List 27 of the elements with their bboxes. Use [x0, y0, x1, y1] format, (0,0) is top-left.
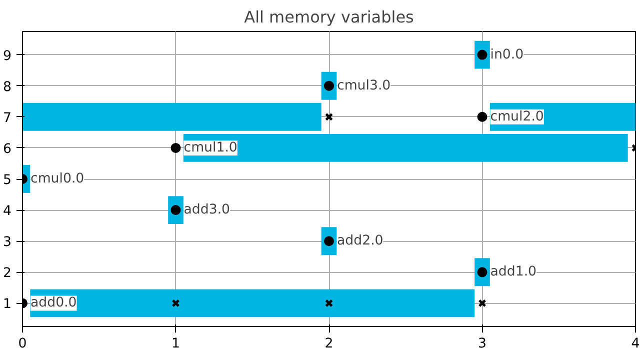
bar: [30, 289, 475, 318]
y-tick-label: 5: [3, 173, 12, 188]
x-tick-label: 4: [631, 336, 640, 350]
y-tick-label: 1: [3, 297, 12, 312]
chart-title: All memory variables: [244, 8, 414, 26]
x-tick-label: 2: [324, 336, 334, 350]
y-tick-label: 9: [3, 48, 12, 64]
annotation: add3.0: [184, 202, 230, 218]
annotation: in0.0: [490, 47, 524, 62]
annotation: add1.0: [490, 264, 537, 280]
x-tick-label: 0: [18, 336, 27, 350]
annotation: cmul2.0: [490, 109, 544, 124]
y-tick-label: 4: [3, 204, 12, 220]
x-tick-label: 3: [478, 336, 486, 350]
y-tick-label: 7: [3, 110, 12, 126]
annotation: add2.0: [337, 234, 384, 249]
annotation: cmul3.0: [337, 78, 391, 94]
annotation: cmul0.0: [30, 172, 84, 186]
bar: [183, 134, 628, 162]
y-tick-label: 8: [3, 80, 12, 95]
y-tick-label: 3: [3, 235, 12, 250]
y-tick-label: 6: [3, 142, 12, 157]
x-tick-label: 1: [172, 336, 180, 350]
y-tick-label: 2: [3, 266, 12, 282]
annotation: cmul1.0: [184, 140, 238, 156]
bar: [22, 102, 322, 131]
annotation: add0.0: [30, 296, 77, 311]
